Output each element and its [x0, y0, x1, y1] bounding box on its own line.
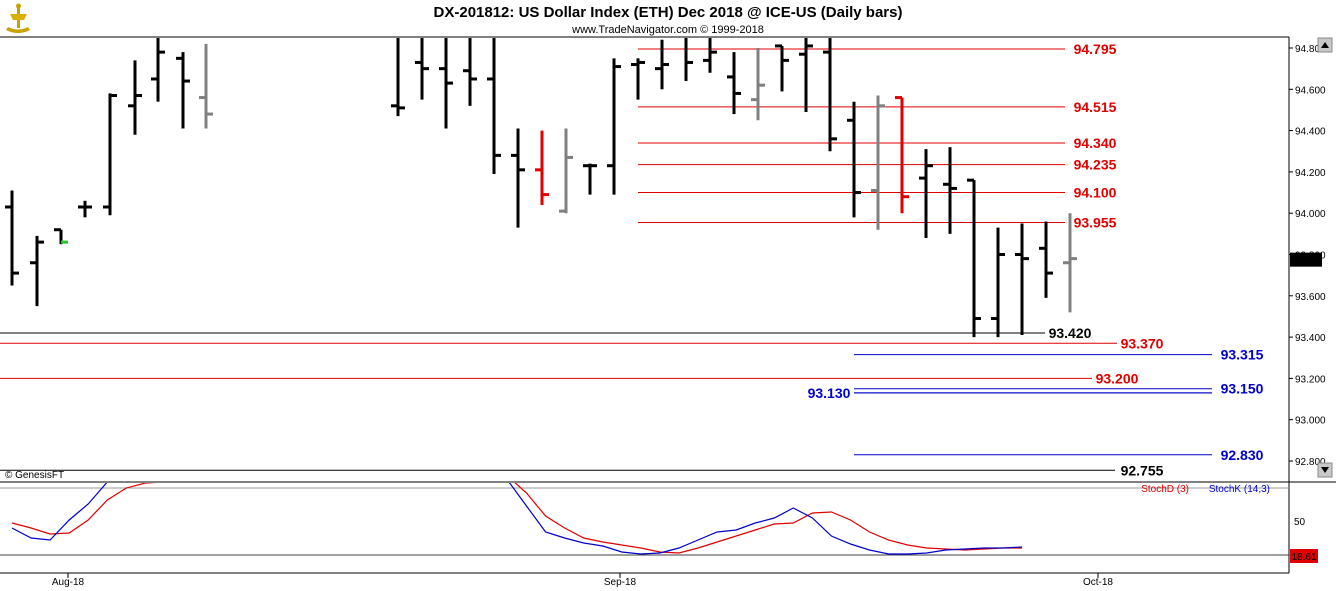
- ohlc-bar: [415, 38, 429, 100]
- ohlc-bar: [847, 101, 861, 218]
- level-label-93.420: 93.420: [1049, 325, 1092, 341]
- ohlc-bar: [727, 52, 741, 115]
- stoch-series-d: [11, 483, 1022, 554]
- price-ytick-label: 93.000: [1295, 416, 1326, 427]
- level-label-93.200: 93.200: [1096, 370, 1139, 386]
- ohlc-bar: [655, 39, 669, 90]
- ohlc-bar: [559, 128, 573, 214]
- ohlc-bar: [199, 43, 213, 129]
- ohlc-bar: [439, 38, 453, 129]
- ohlc-bar: [823, 38, 837, 152]
- ohlc-bar: [943, 147, 957, 234]
- level-label-94.235: 94.235: [1074, 157, 1117, 173]
- price-ytick-label: 93.600: [1295, 292, 1326, 303]
- ohlc-bar: [535, 130, 549, 205]
- x-axis: Aug-18 Sep-18 Oct-18: [52, 573, 1113, 588]
- price-bars: [5, 38, 1077, 338]
- price-axis: 94.80094.60094.40094.20094.00093.80093.6…: [1289, 44, 1326, 468]
- xlabel-aug: Aug-18: [52, 577, 85, 588]
- ohlc-bar: [511, 128, 525, 228]
- ohlc-bar: [1039, 221, 1053, 298]
- level-label-93.130: 93.130: [808, 385, 851, 401]
- last-price-box: [1290, 252, 1322, 267]
- ohlc-bar: [30, 235, 44, 307]
- ohlc-bar: [703, 38, 717, 73]
- scroll-up-icon[interactable]: [1321, 42, 1329, 48]
- ohlc-bar: [78, 200, 92, 218]
- ohlc-bar: [54, 228, 68, 245]
- stoch-last-value-box: [1290, 549, 1318, 563]
- level-label-92.830: 92.830: [1221, 447, 1264, 463]
- scroll-arrows[interactable]: [1317, 37, 1333, 478]
- price-ytick-label: 93.200: [1295, 374, 1326, 385]
- stochastic-lines: [11, 483, 1023, 555]
- price-levels: 94.795 94.515 94.340 94.235 94.100 93.955 93.4…: [0, 41, 1264, 478]
- ohlc-bar: [128, 60, 142, 135]
- logo-icon: [6, 3, 30, 33]
- price-panel: 94.795 94.515 94.340 94.235 94.100 93.955 93.4…: [0, 36, 1336, 574]
- price-ytick-label: 94.400: [1295, 127, 1326, 138]
- ohlc-bar: [487, 38, 501, 174]
- ohlc-bar: [775, 44, 789, 92]
- level-label-93.315: 93.315: [1221, 347, 1264, 363]
- ohlc-bar: [583, 163, 597, 195]
- price-ytick-label: 94.800: [1295, 44, 1326, 55]
- ohlc-bar: [871, 95, 885, 230]
- watermark: © GenesisFT: [5, 470, 64, 481]
- xlabel-sep: Sep-18: [604, 577, 637, 588]
- ohlc-bar: [895, 96, 909, 214]
- ohlc-bar: [751, 48, 765, 121]
- level-label-94.340: 94.340: [1074, 135, 1117, 151]
- ohlc-bar: [103, 93, 117, 216]
- ohlc-bar: [631, 58, 645, 100]
- ohlc-bar: [5, 190, 19, 286]
- last-price-label: 93.775: [1291, 256, 1322, 267]
- ohlc-bar: [1063, 213, 1077, 313]
- level-label-94.795: 94.795: [1074, 41, 1117, 57]
- ohlc-bar: [967, 178, 981, 338]
- stoch-ytick-50: 50: [1294, 517, 1306, 528]
- level-label-92.755: 92.755: [1121, 462, 1164, 478]
- level-label-94.100: 94.100: [1074, 185, 1117, 201]
- ohlc-bar: [684, 38, 693, 82]
- stoch-last-value: 18.61: [1291, 552, 1316, 563]
- price-ytick-label: 94.200: [1295, 168, 1326, 179]
- price-ytick-label: 94.000: [1295, 209, 1326, 220]
- ohlc-bar: [607, 58, 621, 195]
- legend-stochk: StochK (14,3): [1209, 484, 1270, 495]
- ohlc-bar: [799, 38, 813, 113]
- ohlc-bar: [991, 227, 1005, 338]
- level-label-94.515: 94.515: [1074, 99, 1117, 115]
- xlabel-oct: Oct-18: [1083, 577, 1113, 588]
- ohlc-bar: [463, 38, 477, 106]
- level-label-93.370: 93.370: [1121, 335, 1164, 351]
- legend-stochd: StochD (3): [1141, 484, 1189, 495]
- stochastic-panel: StochD (3) StochK (14,3) 50 18.61: [0, 483, 1318, 563]
- ohlc-bar: [176, 52, 190, 129]
- stoch-series-k: [11, 483, 1023, 555]
- chart-subtitle: www.TradeNavigator.com © 1999-2018: [571, 24, 764, 36]
- scroll-down-icon[interactable]: [1321, 467, 1329, 473]
- level-label-93.955: 93.955: [1074, 214, 1117, 230]
- price-ytick-label: 93.400: [1295, 333, 1326, 344]
- ohlc-bar: [391, 38, 405, 117]
- price-ytick-label: 94.600: [1295, 85, 1326, 96]
- level-label-93.150: 93.150: [1221, 381, 1264, 397]
- ohlc-bar: [919, 149, 933, 238]
- ohlc-bar: [151, 38, 165, 102]
- ohlc-bar: [1015, 223, 1029, 336]
- chart-title: DX-201812: US Dollar Index (ETH) Dec 201…: [434, 4, 903, 21]
- price-ytick-label: 92.800: [1295, 457, 1326, 468]
